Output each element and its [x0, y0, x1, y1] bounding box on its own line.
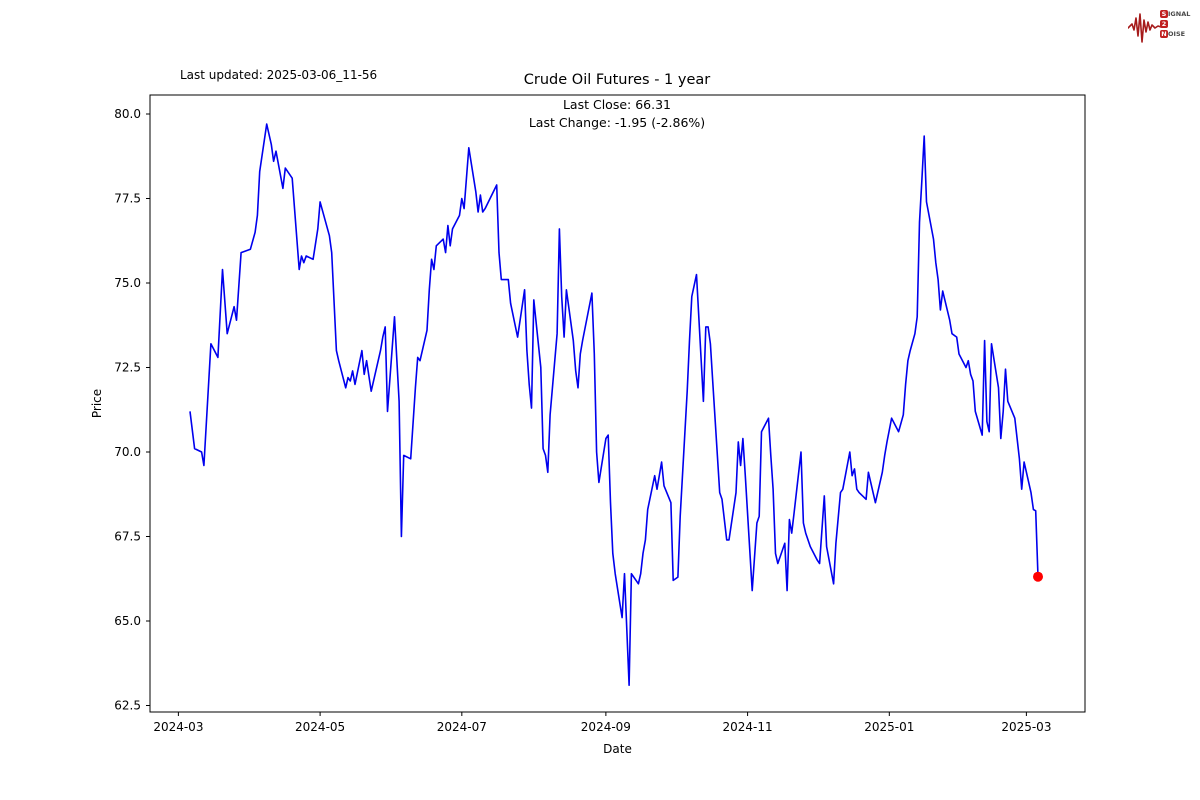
logo-badge-2: 2: [1160, 20, 1168, 28]
y-tick-label: 65.0: [114, 614, 141, 628]
logo-badge-n: N: [1160, 30, 1168, 38]
x-tick-label: 2024-05: [295, 720, 345, 734]
y-tick-label: 75.0: [114, 276, 141, 290]
price-line: [189, 123, 1039, 687]
x-tick-label: 2025-03: [1001, 720, 1051, 734]
x-tick-label: 2025-01: [864, 720, 914, 734]
annotation-last-change: Last Change: -1.95 (-2.86%): [528, 115, 706, 130]
logo-badge-s: S: [1160, 10, 1168, 18]
x-tick-label: 2024-03: [153, 720, 203, 734]
x-tick-label: 2024-07: [437, 720, 487, 734]
logo-word-ignal: IGNAL: [1168, 10, 1191, 18]
y-axis-label: Price: [90, 389, 104, 418]
y-tick-label: 67.5: [114, 530, 141, 544]
y-tick-label: 77.5: [114, 192, 141, 206]
x-axis-label: Date: [603, 742, 632, 756]
logo-word-oise: OISE: [1168, 30, 1186, 38]
waveform-icon: [1128, 13, 1162, 43]
signal2noise-logo: S IGNAL 2 N OISE: [1128, 4, 1191, 50]
y-tick-label: 62.5: [114, 699, 141, 713]
x-tick-label: 2024-11: [723, 720, 773, 734]
last-updated-label: Last updated: 2025-03-06_11-56: [180, 68, 378, 82]
y-tick-label: 72.5: [114, 361, 141, 375]
plot-frame: [149, 94, 1086, 713]
y-tick-label: 70.0: [114, 445, 141, 459]
x-tick-label: 2024-09: [581, 720, 631, 734]
annotation-last-close: Last Close: 66.31: [562, 97, 672, 112]
last-close-marker: [1033, 571, 1044, 582]
y-tick-label: 80.0: [114, 107, 141, 121]
chart-title: Crude Oil Futures - 1 year: [523, 72, 711, 88]
